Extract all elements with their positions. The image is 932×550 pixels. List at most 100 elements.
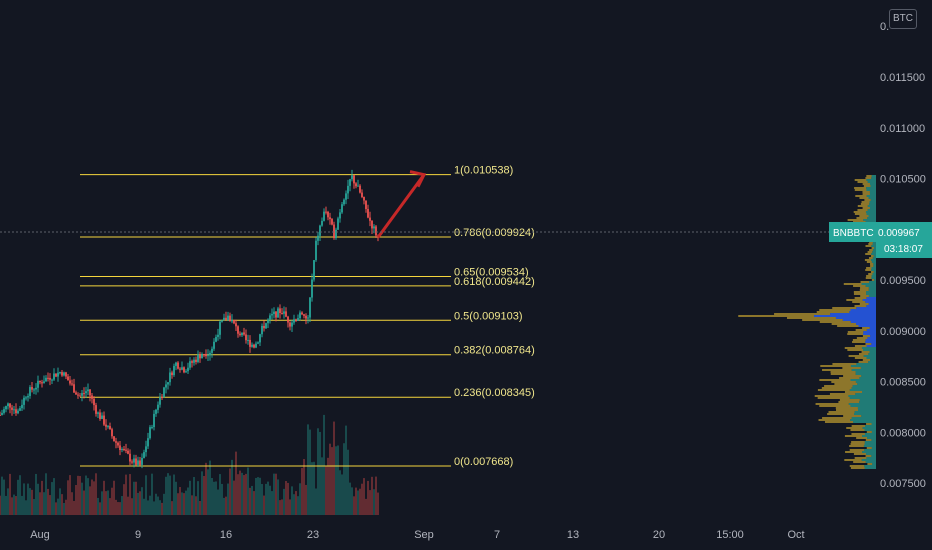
- candle-body: [223, 317, 225, 321]
- volume-profile-bar: [866, 293, 876, 295]
- volume-bar: [295, 491, 297, 515]
- volume-bar: [69, 475, 71, 515]
- candle-body: [369, 217, 371, 221]
- candle-body: [343, 199, 345, 205]
- projection-arrow[interactable]: [376, 170, 427, 239]
- volume-profile-bar: [868, 361, 876, 363]
- volume-profile-bar: [870, 271, 874, 273]
- volume-profile-bar: [847, 219, 864, 221]
- currency-badge[interactable]: BTC: [889, 9, 917, 29]
- volume-bar: [207, 469, 209, 515]
- candle-body: [109, 426, 111, 430]
- volume-bar: [337, 445, 339, 515]
- volume-profile-bar: [858, 361, 869, 363]
- volume-bar: [287, 482, 289, 515]
- volume-profile-bar: [863, 349, 876, 351]
- volume-profile-bar: [857, 409, 876, 411]
- volume-profile-bar: [867, 181, 876, 183]
- volume-bar: [43, 492, 45, 515]
- volume-bar: [59, 488, 61, 515]
- volume-bar: [119, 502, 121, 515]
- volume-bar: [263, 495, 265, 515]
- volume-profile-bar: [854, 413, 876, 415]
- volume-profile-bar: [873, 265, 876, 267]
- volume-bar: [97, 497, 99, 515]
- volume-bar: [247, 467, 249, 515]
- volume-bar: [301, 468, 303, 515]
- volume-profile-bar: [865, 245, 872, 247]
- volume-profile-bar: [868, 273, 873, 275]
- volume-profile-bar: [850, 405, 876, 407]
- volume-profile-bar: [850, 365, 876, 367]
- volume-profile-bar: [832, 363, 857, 365]
- volume-bar: [367, 480, 369, 515]
- volume-profile-bar: [871, 431, 876, 433]
- volume-profile-bar: [871, 279, 875, 281]
- volume-profile-bar: [849, 389, 876, 391]
- candle-body: [285, 311, 287, 317]
- candle-body: [373, 226, 375, 229]
- candle-body: [375, 226, 377, 236]
- candle-body: [321, 220, 323, 226]
- fib-level-label: 0.5(0.009103): [454, 310, 523, 322]
- candle-body: [201, 354, 203, 359]
- current-price-tag: [876, 222, 932, 258]
- time-tick-label: 13: [567, 529, 579, 541]
- fibonacci-retracement[interactable]: 1(0.010538) 0.786(0.009924) 0.65(0.009534)…: [80, 165, 535, 468]
- price-axis[interactable]: 0.0115000.0110000.0105000.0100000.009500…: [880, 72, 926, 490]
- volume-bar: [305, 484, 307, 515]
- volume-profile-bar: [860, 287, 869, 289]
- volume-bar: [325, 466, 327, 515]
- candle-body: [3, 409, 5, 413]
- volume-profile-bar: [846, 427, 863, 429]
- volume-profile-bar: [859, 377, 876, 379]
- projection-arrow-shaft[interactable]: [376, 173, 426, 239]
- candle-body: [165, 384, 167, 388]
- candle-body: [95, 405, 97, 414]
- volume-bar: [135, 481, 137, 515]
- projection-arrow-head[interactable]: [409, 170, 427, 188]
- volume-bar: [347, 449, 349, 515]
- volume-profile-bar: [853, 453, 867, 455]
- volume-profile-bar: [871, 177, 876, 179]
- volume-bar: [123, 484, 125, 515]
- volume-bar: [311, 462, 313, 515]
- time-axis[interactable]: Aug 9 16 23 Sep 7 13 20 15:00 Oct: [30, 529, 804, 541]
- volume-profile-bar: [866, 213, 876, 215]
- candle-body: [187, 367, 189, 372]
- candle-body: [27, 396, 29, 398]
- volume-profile-bar: [870, 265, 874, 267]
- volume-profile-bar: [867, 463, 873, 465]
- volume-profile-bar: [830, 373, 856, 375]
- candle-body: [93, 398, 95, 406]
- volume-bar: [275, 473, 277, 515]
- time-tick-label: Aug: [30, 529, 50, 541]
- candle-body: [137, 460, 139, 465]
- candle-body: [203, 354, 205, 356]
- volume-bar: [79, 476, 81, 515]
- volume-profile-bar: [865, 455, 872, 457]
- volume-bar: [241, 472, 243, 515]
- volume-bar: [253, 491, 255, 515]
- candle-body: [77, 394, 79, 396]
- candle-body: [363, 197, 365, 201]
- volume-bar: [213, 481, 215, 515]
- volume-profile-bar: [847, 331, 864, 333]
- volume-bar: [315, 488, 317, 515]
- candle-body: [259, 334, 261, 343]
- volume-profile-bar: [856, 437, 868, 439]
- volume-profile-bar: [852, 385, 876, 387]
- candle-body: [361, 192, 363, 198]
- volume-profile-bar: [829, 393, 856, 395]
- time-tick-label: Sep: [414, 529, 434, 541]
- volume-bar: [147, 500, 149, 515]
- candle-body: [15, 409, 17, 414]
- volume-bar: [309, 429, 311, 515]
- volume-profile-bar: [865, 439, 872, 441]
- volume-profile-bar: [861, 283, 876, 285]
- volume-profile-bar: [853, 421, 876, 423]
- fib-level-label: 1(0.010538): [454, 165, 513, 177]
- volume-bar: [173, 474, 175, 515]
- volume-profile-bar: [854, 297, 867, 299]
